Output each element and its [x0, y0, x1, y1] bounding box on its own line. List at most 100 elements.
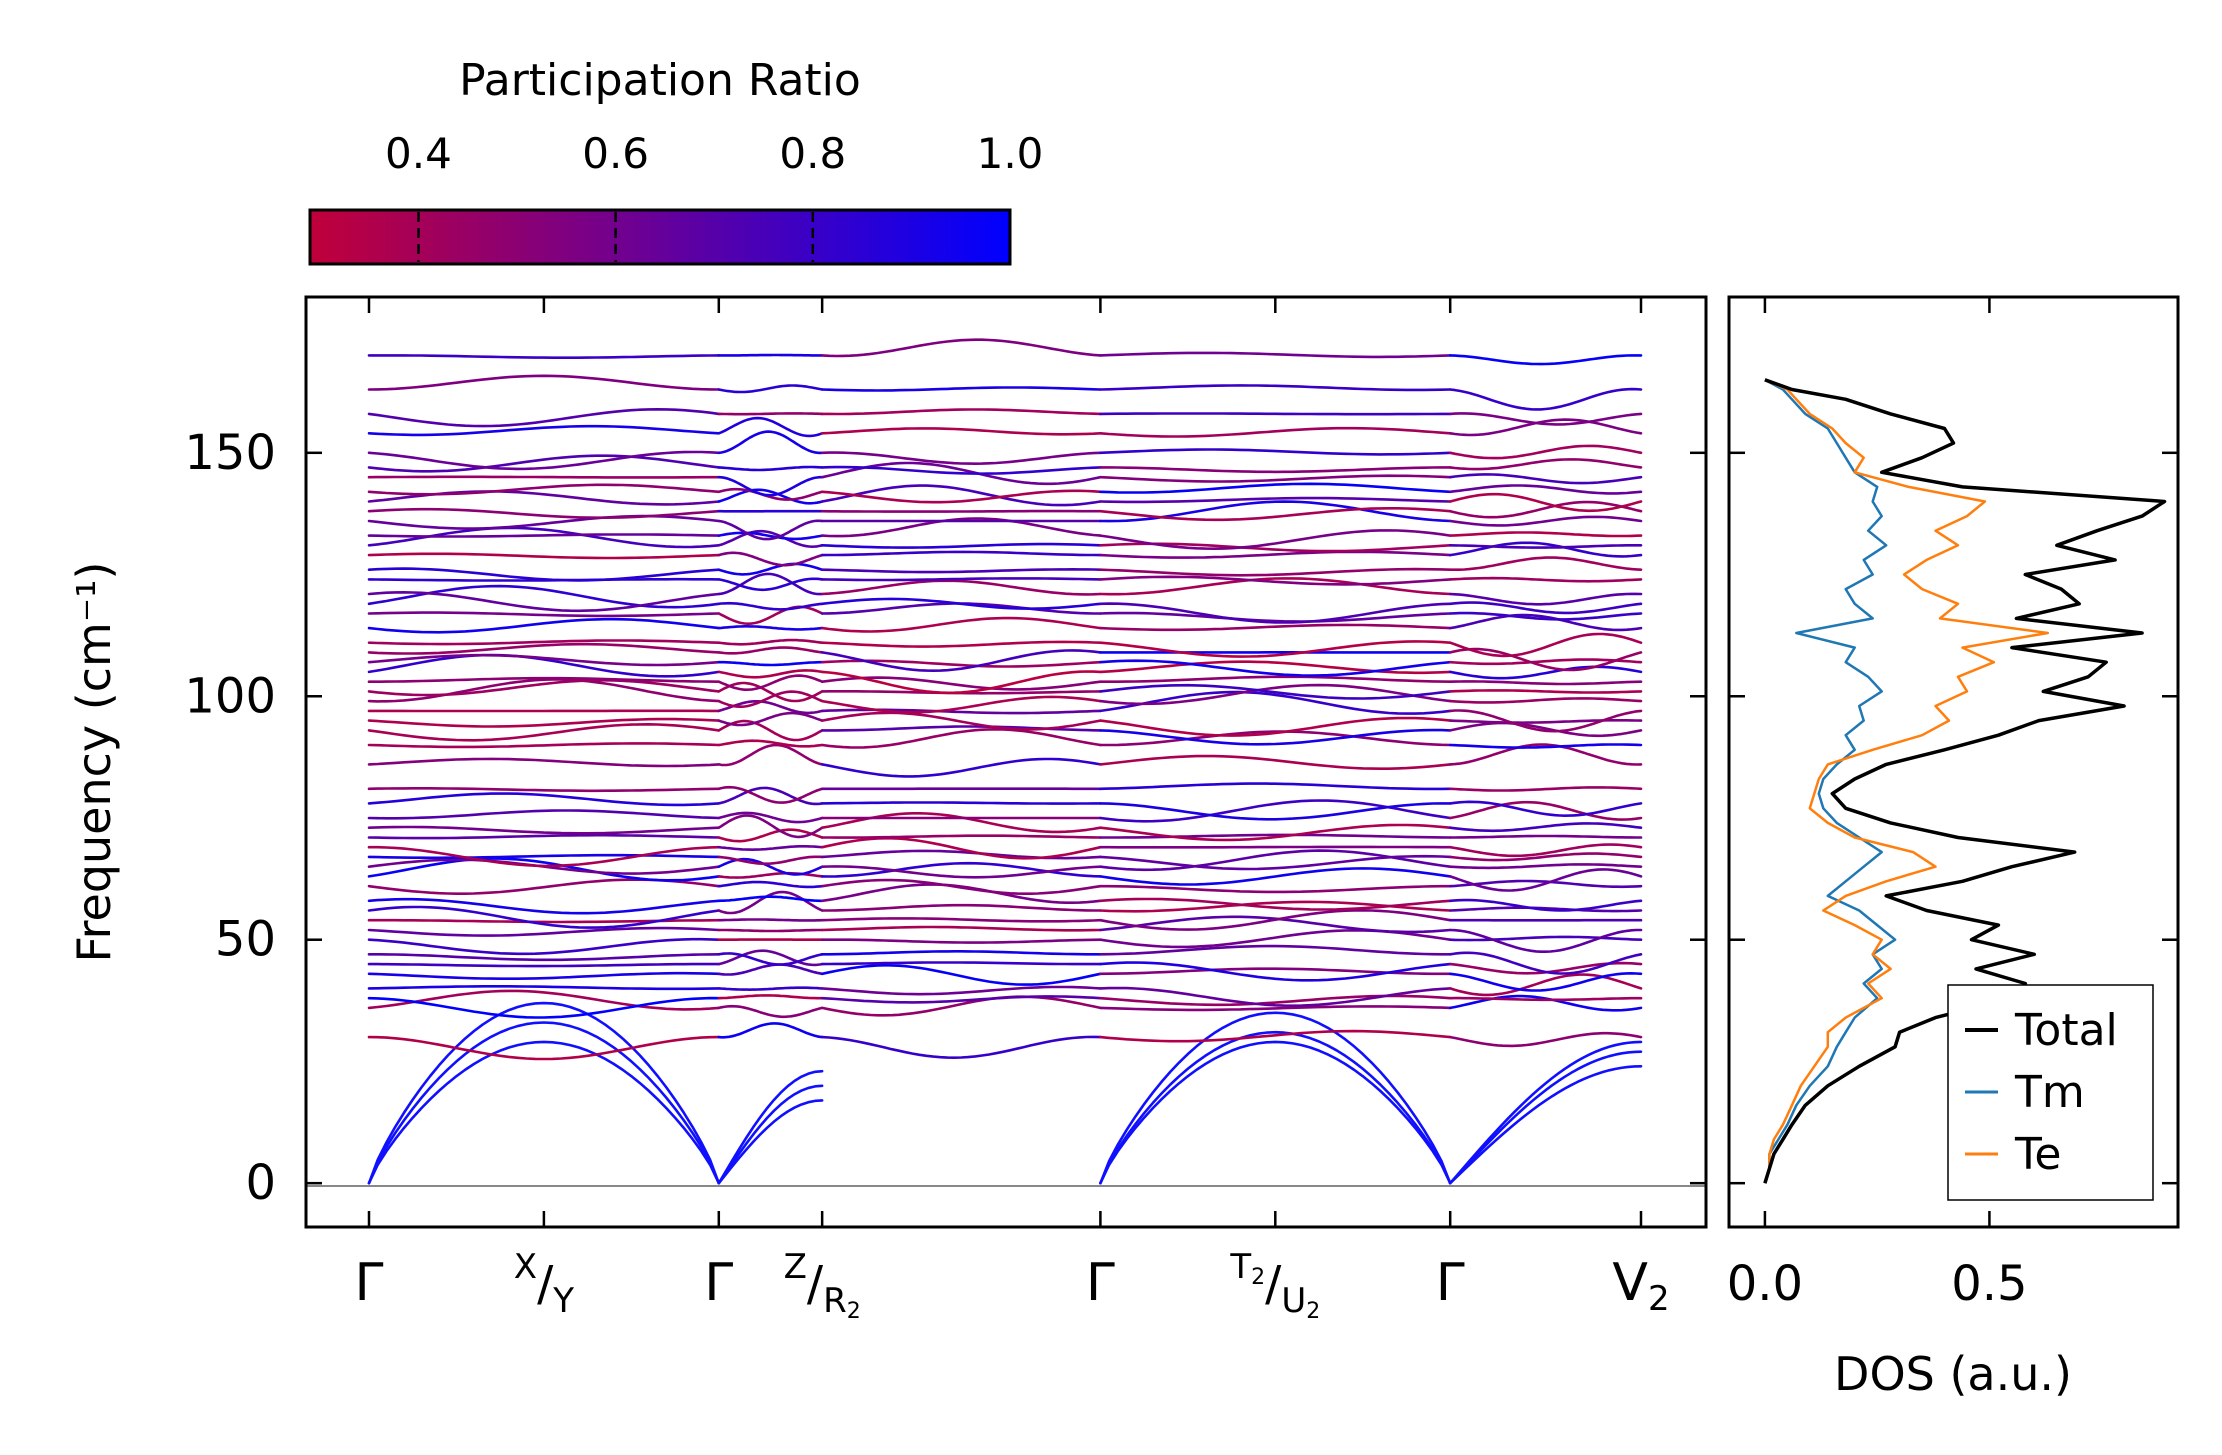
- optical-band: [367, 475, 721, 479]
- optical-band: [717, 690, 824, 709]
- dos-x-tick-label: 0.0: [1727, 1256, 1803, 1312]
- optical-band: [1448, 592, 1643, 606]
- optical-band: [367, 878, 721, 896]
- optical-band: [820, 465, 1102, 476]
- optical-band: [820, 338, 1102, 358]
- optical-band: [717, 488, 824, 505]
- optical-band: [1448, 906, 1643, 913]
- dos-legend: Total Tm Te: [1947, 984, 2154, 1201]
- optical-band: [1448, 800, 1643, 821]
- optical-band: [717, 952, 824, 966]
- optical-band: [1099, 716, 1452, 737]
- optical-band: [717, 986, 824, 992]
- optical-band: [1448, 458, 1643, 471]
- optical-band: [820, 676, 1102, 691]
- optical-band: [1448, 601, 1643, 615]
- optical-band: [367, 354, 721, 360]
- optical-band: [367, 590, 721, 613]
- colorbar-tick-label: 0.4: [385, 129, 452, 178]
- optical-band: [717, 577, 824, 592]
- optical-band: [717, 487, 824, 501]
- optical-band: [1448, 879, 1643, 889]
- optical-band: [367, 962, 721, 968]
- acoustic-band: [717, 1084, 824, 1185]
- optical-band: [717, 519, 824, 541]
- optical-band: [820, 386, 1102, 392]
- optical-band: [1099, 944, 1452, 956]
- optical-band: [1448, 996, 1643, 1002]
- optical-band: [1448, 680, 1643, 686]
- optical-band: [1448, 531, 1643, 538]
- acoustic-band: [1099, 1030, 1452, 1185]
- optical-band: [367, 507, 721, 520]
- dos-x-tick-label: 0.5: [1951, 1256, 2027, 1312]
- optical-band: [820, 640, 1102, 648]
- optical-band: [717, 601, 824, 611]
- acoustic-band: [1448, 1040, 1643, 1185]
- optical-band: [1448, 928, 1643, 954]
- optical-band: [1448, 484, 1643, 495]
- optical-band: [820, 963, 1102, 986]
- optical-band: [717, 669, 824, 679]
- optical-band: [1099, 550, 1452, 559]
- band-y-axis-ticks: 0 50 100 150: [184, 425, 1706, 1211]
- optical-band: [1099, 529, 1452, 551]
- optical-band: [1099, 640, 1452, 658]
- optical-band: [1448, 822, 1643, 833]
- optical-band: [820, 925, 1102, 932]
- optical-band: [1448, 647, 1643, 672]
- optical-band: [1448, 834, 1643, 839]
- optical-band: [367, 825, 721, 835]
- optical-band: [1099, 897, 1452, 911]
- band-y-axis-label: Frequency (cm⁻¹): [67, 562, 121, 963]
- optical-band: [820, 878, 1102, 896]
- k-point-label: X/Y: [514, 1247, 574, 1321]
- optical-band: [367, 653, 721, 667]
- k-point-label: Γ: [1436, 1253, 1465, 1313]
- optical-band: [367, 952, 721, 962]
- optical-band: [717, 572, 824, 596]
- optical-band: [717, 949, 824, 967]
- optical-band: [820, 961, 1102, 966]
- optical-band: [717, 786, 824, 806]
- acoustic-band: [367, 1021, 721, 1185]
- y-tick-label: 0: [245, 1155, 276, 1211]
- optical-band: [1099, 782, 1452, 791]
- optical-band: [820, 985, 1102, 996]
- optical-band: [1448, 543, 1643, 549]
- dos-panel: 0.0 0.5 DOS (a.u.) Total Tm Te: [1727, 295, 2180, 1401]
- optical-band: [820, 517, 1102, 538]
- optical-band: [717, 660, 824, 667]
- optical-band: [1099, 466, 1452, 474]
- optical-band: [367, 584, 721, 609]
- optical-band: [717, 918, 824, 922]
- optical-band: [367, 639, 721, 646]
- optical-band: [1448, 632, 1643, 658]
- optical-band: [717, 681, 824, 703]
- legend-label: Total: [2014, 1005, 2118, 1056]
- optical-band: [1448, 743, 1643, 749]
- optical-band: [717, 814, 824, 839]
- dos-panel-frame: [1727, 295, 2180, 1229]
- optical-band: [1448, 935, 1643, 942]
- optical-band: [820, 649, 1102, 673]
- optical-band: [367, 996, 721, 1019]
- optical-band: [1099, 623, 1452, 632]
- optical-band: [1099, 448, 1452, 456]
- optical-band: [820, 616, 1102, 633]
- optical-band: [1448, 800, 1643, 818]
- band-structure-panel: 0 50 100 150 Γ X/Y Γ Z/R2 Γ T2/U2 Γ V2 Frequency (…: [67, 295, 1708, 1324]
- optical-band: [717, 785, 824, 804]
- optical-band: [367, 567, 721, 582]
- optical-band: [1448, 541, 1643, 558]
- legend-label: Te: [2014, 1129, 2061, 1180]
- optical-band: [1099, 474, 1452, 483]
- optical-band: [367, 424, 721, 437]
- optical-band: [367, 611, 721, 618]
- optical-band: [820, 577, 1102, 582]
- optical-band: [717, 719, 824, 742]
- optical-band: [1099, 683, 1452, 706]
- optical-band: [820, 811, 1102, 834]
- optical-band: [717, 531, 824, 541]
